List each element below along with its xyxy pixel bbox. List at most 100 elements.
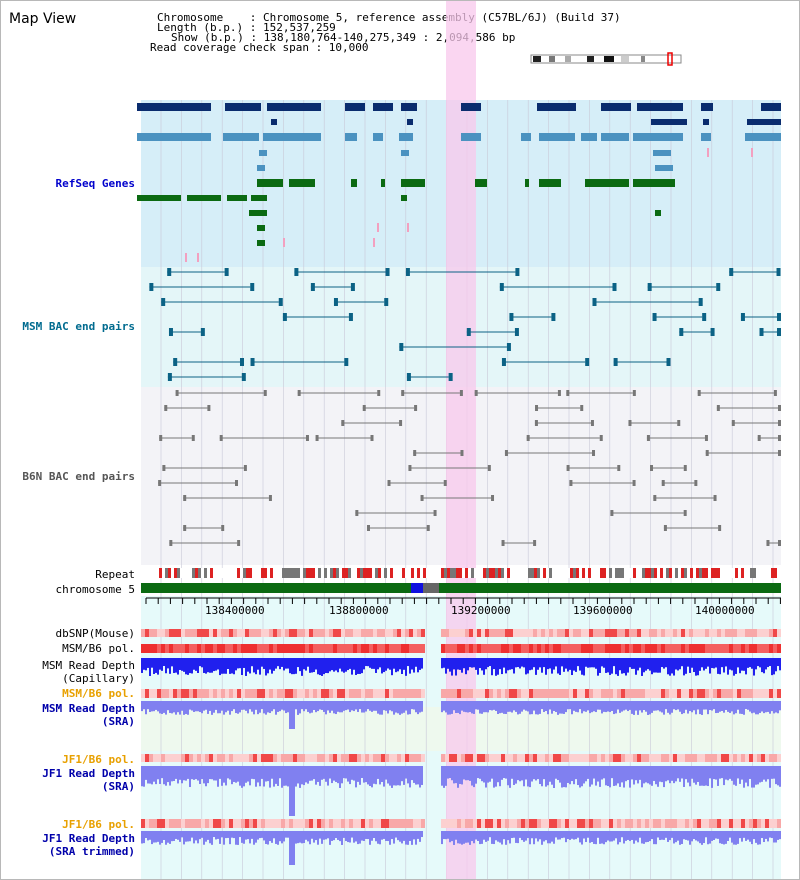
depth-bar [541,658,543,673]
depth-bar [305,701,307,710]
depth-bar [543,831,545,842]
depth-bar [493,701,495,710]
b6n-bac-end [183,495,187,501]
repeat-bar [342,568,345,578]
depth-bar [747,831,749,840]
depth-bar [661,658,663,668]
repeat-bar [252,568,255,578]
heat-cell [537,629,541,637]
depth-bar [417,831,419,839]
heat-cell [589,629,593,637]
heat-cell [689,629,693,637]
depth-bar [663,766,665,788]
heat-cell [305,689,309,698]
depth-bar [149,701,151,713]
depth-bar [679,658,681,670]
gene-exon-block [745,133,781,141]
depth-bar [193,701,195,712]
depth-bar [515,701,517,712]
depth-bar [605,658,607,673]
repeat-bar [360,568,363,578]
depth-bar [539,766,541,785]
gene-exon-block [475,179,487,187]
depth-bar [357,658,359,674]
depth-bar [591,766,593,785]
depth-bar [249,701,251,710]
heat-cell [537,689,541,698]
depth-bar [357,701,359,712]
depth-bar [361,701,363,713]
depth-bar [689,831,691,845]
depth-bar [373,766,375,784]
depth-bar [689,766,691,787]
depth-bar [255,701,257,710]
depth-bar [711,831,713,841]
heat-cell [693,819,697,828]
depth-bar [737,831,739,844]
msm-bac-end [515,268,520,276]
depth-bar [153,658,155,674]
depth-bar [387,658,389,669]
depth-bar [329,658,331,672]
depth-bar [697,766,699,782]
depth-bar [695,658,697,676]
heat-cell [581,629,585,637]
depth-bar [167,701,169,711]
depth-bar [233,766,235,782]
depth-bar [163,766,165,785]
depth-bar [359,766,361,785]
depth-bar [369,766,371,786]
heat-cell [261,819,265,828]
depth-bar [293,831,295,865]
depth-bar [413,658,415,673]
heat-cell [393,754,397,762]
heat-cell [277,754,281,762]
heat-cell [365,629,369,637]
depth-bar [443,701,445,711]
depth-bar [303,701,305,712]
heat-cell [729,689,733,698]
depth-bar [177,658,179,675]
heat-cell [489,644,493,653]
heat-cell [561,629,565,637]
depth-bar [459,658,461,670]
msm-bac-end [384,298,389,306]
heat-cell [613,819,617,828]
heat-cell [289,754,293,762]
depth-bar [479,701,481,714]
heat-cell [337,819,341,828]
depth-bar [513,766,515,785]
depth-bar [243,831,245,844]
depth-bar [277,701,279,712]
repeat-bar [393,568,396,578]
heat-cell [201,644,205,653]
heat-cell [349,644,353,653]
depth-bar [537,658,539,670]
repeat-bar [714,568,717,578]
depth-bar [299,701,301,714]
depth-bar [359,831,361,844]
b6n-bac-end [663,525,667,531]
b6n-bac-end [557,390,561,396]
depth-bar [537,701,539,715]
depth-bar [445,658,447,674]
depth-bar [667,831,669,842]
depth-bar [183,701,185,715]
repeat-bar [606,568,609,578]
depth-bar [293,658,295,675]
heat-cell [741,819,745,828]
heat-cell [653,754,657,762]
heat-cell [541,689,545,698]
depth-bar [375,831,377,842]
heat-cell [377,629,381,637]
depth-bar [731,701,733,712]
heat-cell [373,629,377,637]
depth-bar [553,831,555,844]
depth-bar [513,701,515,711]
repeat-bar [312,568,315,578]
depth-bar [419,658,421,670]
depth-bar [609,766,611,788]
repeat-bar [444,568,447,578]
heat-cell [421,689,425,698]
